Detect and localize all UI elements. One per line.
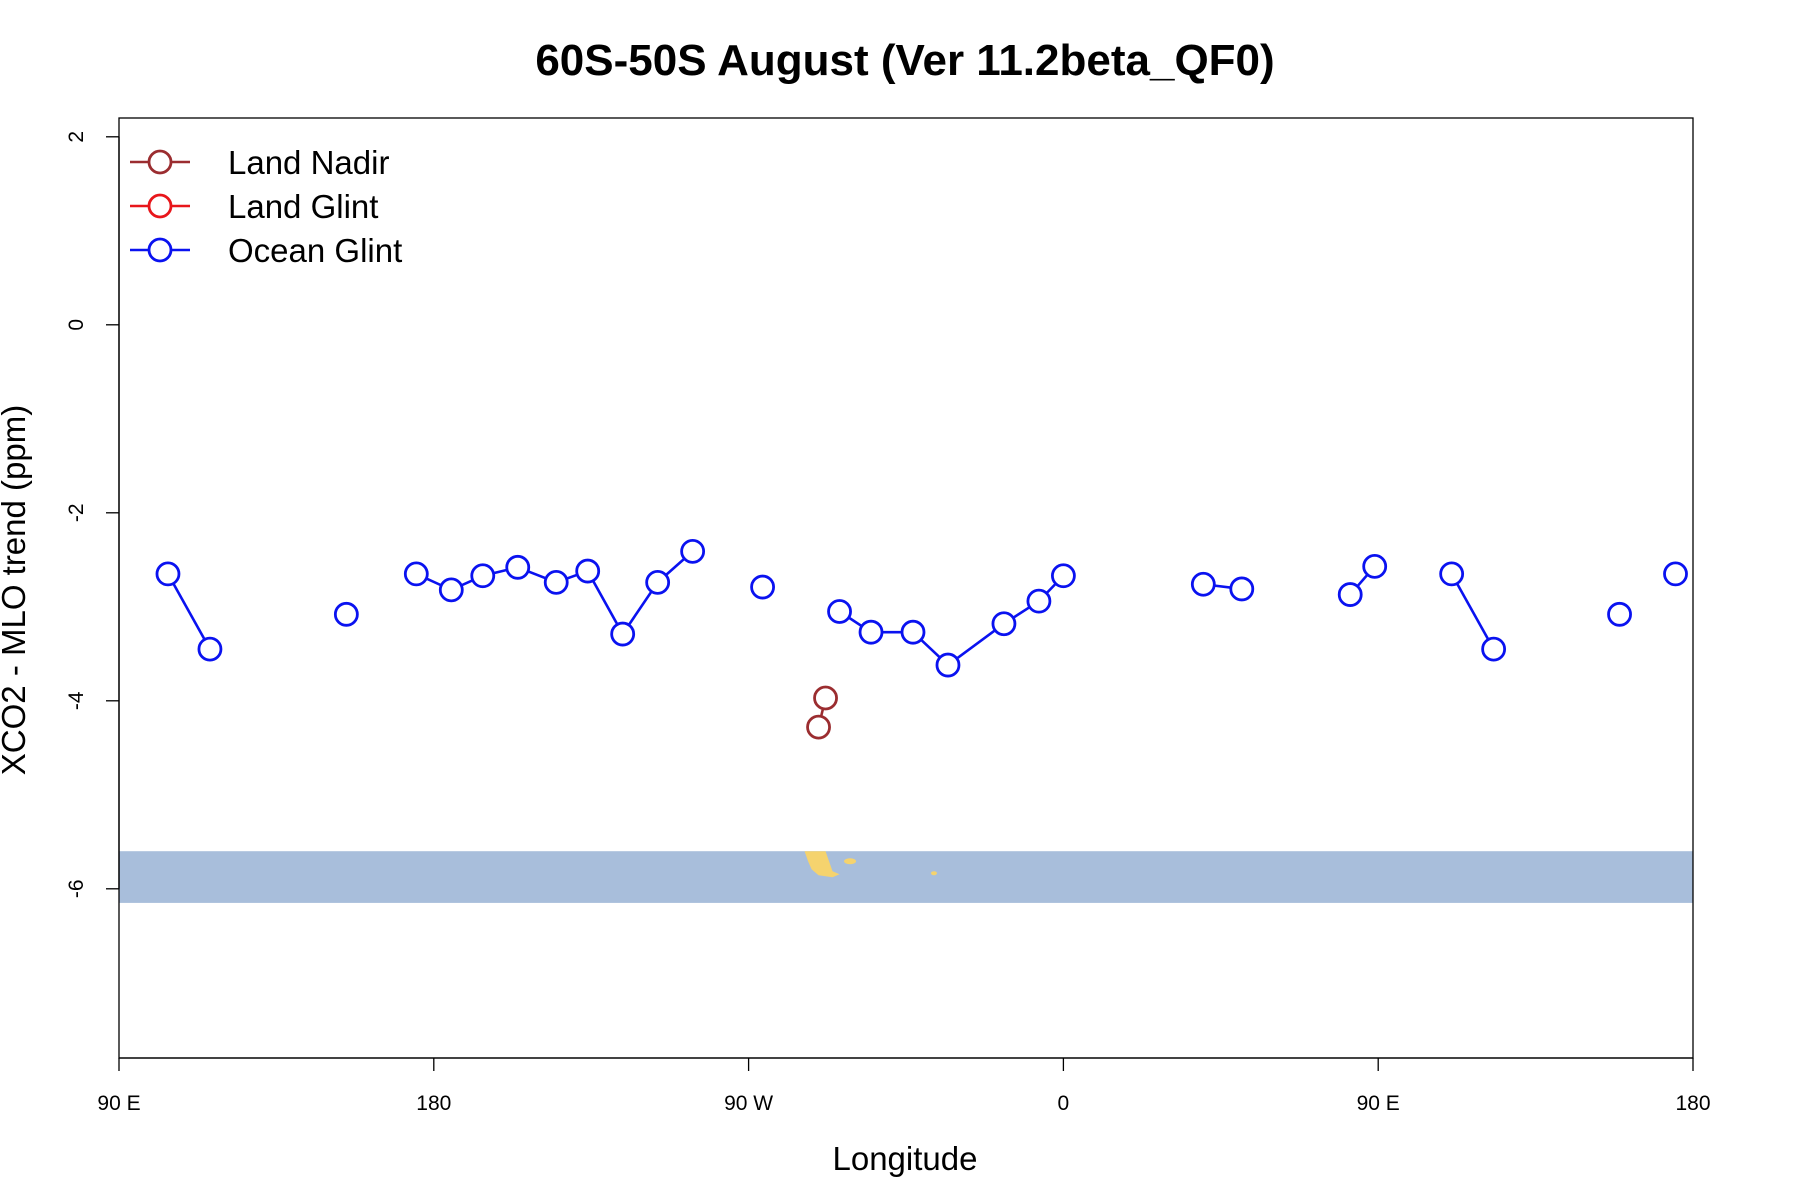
data-point [1607, 601, 1632, 627]
data-point [1337, 582, 1363, 607]
series-line [1450, 573, 1495, 650]
data-point [858, 619, 884, 645]
data-point [900, 619, 926, 645]
x-tick-label: 180 [1675, 1092, 1710, 1115]
series-line [166, 573, 212, 650]
south-georgia-land [930, 871, 937, 876]
data-point [1481, 636, 1507, 662]
data-point [403, 561, 429, 587]
data-point [1026, 588, 1052, 614]
legend-item: Ocean Glint [130, 232, 402, 269]
legend-swatch-marker [147, 237, 173, 263]
legend-label: Ocean Glint [228, 232, 402, 269]
data-point [575, 558, 601, 584]
series-layer [155, 538, 1688, 740]
legend-swatch-marker [147, 149, 173, 175]
data-point [543, 569, 569, 595]
data-point [438, 577, 464, 603]
x-tick-label: 180 [416, 1092, 451, 1115]
data-point [935, 652, 961, 678]
data-point [610, 621, 636, 647]
data-point [813, 685, 838, 711]
legend: Land Nadir Land Glint Ocean Glint [130, 144, 402, 269]
data-point [1229, 576, 1255, 602]
data-point [750, 574, 775, 600]
series-land-nadir [806, 685, 838, 740]
legend-label: Land Glint [228, 188, 378, 225]
data-point [827, 599, 852, 624]
data-point [1051, 563, 1076, 589]
x-axis-title: Longitude [833, 1140, 978, 1177]
x-tick-label: 90 E [97, 1092, 140, 1115]
inset-map [119, 851, 1693, 903]
data-point [155, 561, 181, 587]
data-point [1439, 561, 1465, 587]
x-tick-label: 90 E [1357, 1092, 1400, 1115]
legend-label: Land Nadir [228, 144, 389, 181]
tierra-del-fuego-land [804, 851, 840, 878]
series-ocean-glint [155, 538, 1688, 678]
legend-swatch-marker [147, 193, 173, 219]
data-point [1663, 561, 1688, 587]
axes: 90 E 180 90 W 0 90 E 180 2 0 -2 -4 -6 [65, 131, 1711, 1115]
data-point [680, 538, 706, 564]
data-point [645, 569, 671, 595]
x-tick-label: 90 W [724, 1092, 773, 1115]
data-point [1362, 553, 1388, 579]
y-tick-label: 0 [65, 319, 88, 331]
data-point [470, 563, 496, 589]
map-ocean-band [119, 851, 1693, 903]
legend-item: Land Glint [130, 188, 378, 225]
legend-item: Land Nadir [130, 144, 389, 181]
data-point [505, 554, 531, 580]
data-point [991, 611, 1017, 637]
y-tick-label: -4 [65, 691, 88, 710]
y-tick-label: -6 [65, 879, 88, 898]
chart-title: 60S-50S August (Ver 11.2beta_QF0) [535, 36, 1274, 85]
data-point [1190, 571, 1216, 597]
y-tick-label: 2 [65, 131, 88, 143]
x-tick-label: 0 [1058, 1092, 1070, 1115]
falkland-islands-land [844, 858, 857, 865]
y-axis-title: XCO2 - MLO trend (ppm) [0, 405, 32, 775]
y-tick-label: -2 [65, 503, 88, 522]
data-point [806, 714, 831, 740]
data-point [333, 601, 359, 627]
data-point [197, 636, 223, 662]
